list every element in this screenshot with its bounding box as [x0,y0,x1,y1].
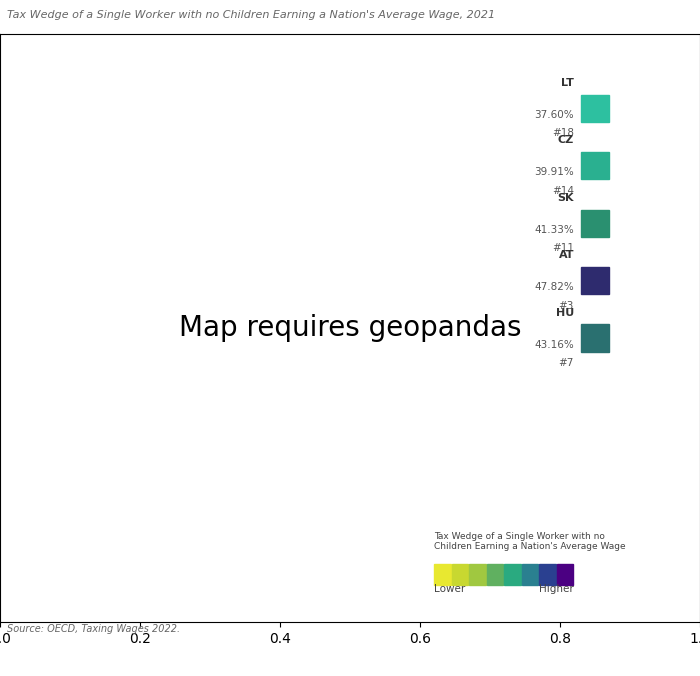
Text: 37.60%: 37.60% [534,110,574,120]
Text: 47.82%: 47.82% [534,283,574,292]
Text: CZ: CZ [558,135,574,145]
Text: #11: #11 [552,243,574,254]
Text: SK: SK [557,193,574,203]
Text: Source: OECD, Taxing Wages 2022.: Source: OECD, Taxing Wages 2022. [7,624,180,634]
Text: LT: LT [561,78,574,88]
Text: #3: #3 [559,301,574,311]
Text: 41.33%: 41.33% [534,225,574,235]
Text: Tax Wedge of a Single Worker with no Children Earning a Nation's Average Wage, 2: Tax Wedge of a Single Worker with no Chi… [7,10,495,20]
Text: 43.16%: 43.16% [534,340,574,349]
Text: Tax Wedge of a Single Worker with no
Children Earning a Nation's Average Wage: Tax Wedge of a Single Worker with no Chi… [434,531,626,551]
Text: Lower: Lower [434,583,466,594]
Text: #14: #14 [552,186,574,196]
Text: TAX FOUNDATION: TAX FOUNDATION [7,650,159,665]
Text: HU: HU [556,308,574,318]
Text: Map requires geopandas: Map requires geopandas [178,314,522,342]
Text: #18: #18 [552,128,574,139]
Text: Higher: Higher [539,583,574,594]
Text: #7: #7 [559,358,574,368]
Text: 39.91%: 39.91% [534,168,574,177]
Text: AT: AT [559,250,574,260]
Text: @TaxFoundation: @TaxFoundation [578,650,693,665]
